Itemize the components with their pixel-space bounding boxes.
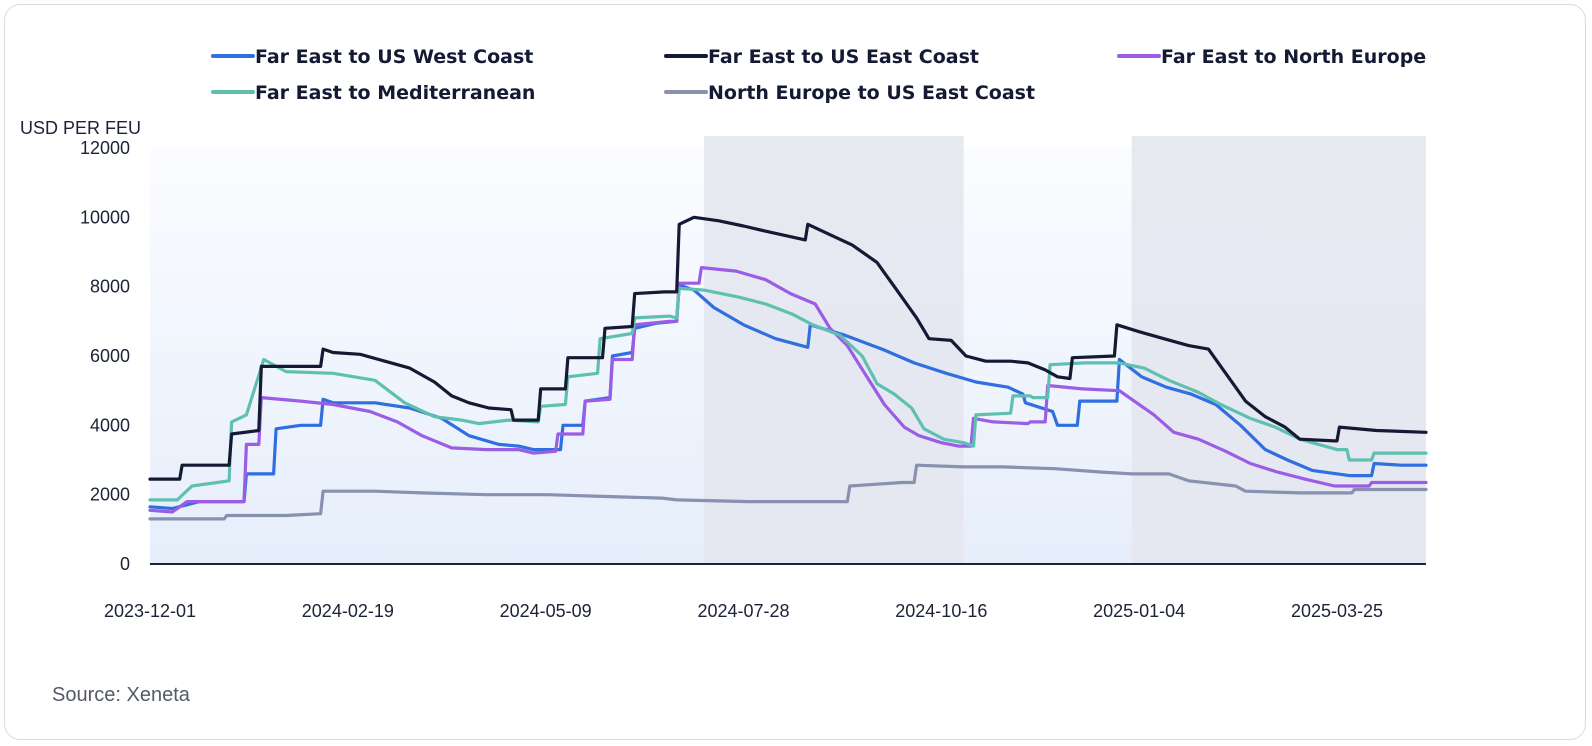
shaded-period-1: [703, 136, 964, 564]
y-tick-label: 4000: [90, 415, 130, 435]
legend-label: Far East to North Europe: [1161, 46, 1426, 68]
x-tick-label: 2024-02-19: [302, 601, 394, 621]
x-tick-label: 2025-01-04: [1093, 601, 1185, 621]
x-axis-ticks: 2023-12-01 2024-02-19 2024-05-09 2024-07-28…: [104, 601, 1383, 621]
series-line-far-east-to-north-europe: [148, 266, 1428, 514]
y-tick-label: 6000: [90, 346, 130, 366]
legend: Far East to US West Coast Far East to US …: [211, 46, 1426, 104]
shaded-period-2: [1131, 136, 1426, 564]
legend-label: Far East to US East Coast: [708, 46, 979, 68]
series-lines: [148, 215, 1428, 521]
y-axis-ticks: 0 2000 4000 6000 8000 10000 12000: [80, 138, 130, 574]
x-tick-label: 2023-12-01: [104, 601, 196, 621]
y-tick-label: 12000: [80, 138, 130, 158]
series-line-north-europe-to-us-east-coast: [148, 463, 1428, 521]
y-tick-label: 0: [120, 554, 130, 574]
series-line-far-east-to-mediterranean: [148, 286, 1428, 502]
x-tick-label: 2024-05-09: [500, 601, 592, 621]
series-line-far-east-to-us-east-coast: [148, 215, 1428, 481]
source-note: Source: Xeneta: [52, 684, 190, 706]
legend-label: Far East to US West Coast: [255, 46, 533, 68]
y-tick-label: 2000: [90, 485, 130, 505]
legend-label: North Europe to US East Coast: [708, 82, 1035, 104]
legend-label: Far East to Mediterranean: [255, 82, 535, 104]
series-line-far-east-to-us-west-coast: [148, 283, 1428, 511]
x-tick-label: 2024-10-16: [895, 601, 987, 621]
y-axis-unit-label: USD PER FEU: [20, 118, 141, 138]
x-tick-label: 2024-07-28: [697, 601, 789, 621]
shaded-periods: [703, 136, 1426, 564]
x-tick-label: 2025-03-25: [1291, 601, 1383, 621]
y-tick-label: 10000: [80, 207, 130, 227]
y-tick-label: 8000: [90, 277, 130, 297]
